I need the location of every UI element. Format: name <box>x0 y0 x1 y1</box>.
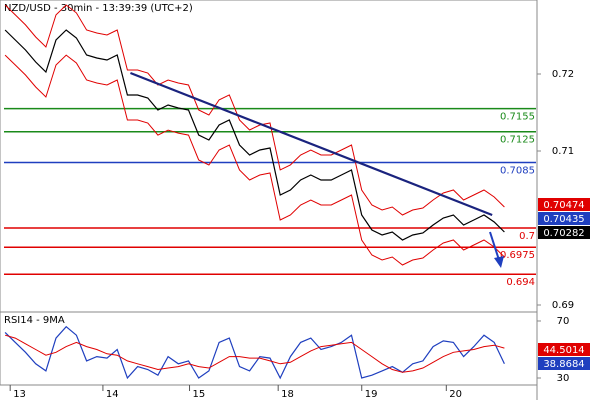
y-tick-label: 70 <box>557 316 570 327</box>
series-line <box>4 334 505 373</box>
level-label: 0.7085 <box>500 166 535 177</box>
price-box-label: 0.70435 <box>543 214 584 225</box>
series-line <box>4 29 505 241</box>
trend-line <box>130 71 493 217</box>
y-tick-label: 0.71 <box>552 146 574 157</box>
price-box <box>538 212 590 225</box>
price-box <box>538 357 590 370</box>
price-box <box>538 343 590 356</box>
x-tick-label: 19 <box>365 389 378 400</box>
price-box-label: 44.5014 <box>543 345 584 356</box>
x-tick-label: 18 <box>281 389 294 400</box>
level-label: 0.7125 <box>500 135 535 146</box>
rsi-panel <box>0 311 538 386</box>
price-box-label: 38.8684 <box>543 359 584 370</box>
y-tick-label: 0.72 <box>552 69 574 80</box>
y-tick-label: 30 <box>557 373 570 384</box>
arrow <box>489 231 500 261</box>
x-tick-label: 13 <box>13 389 26 400</box>
level-label: 0.7155 <box>500 112 535 123</box>
level-label: 0.7 <box>519 231 535 242</box>
arrow-head <box>494 256 504 268</box>
series-line <box>4 54 505 266</box>
series-line <box>4 4 505 216</box>
y-tick-label: 0.69 <box>552 300 574 311</box>
chart-title: NZD/USD - 30min - 13:39:39 (UTC+2) <box>4 3 193 14</box>
x-tick-label: 20 <box>449 389 462 400</box>
level-label: 0.694 <box>506 277 535 288</box>
price-box <box>538 198 590 211</box>
price-box-label: 0.70282 <box>543 228 584 239</box>
price-panel <box>0 0 538 313</box>
x-tick-label: 14 <box>106 389 119 400</box>
level-label: 0.6975 <box>500 250 535 261</box>
price-box <box>538 226 590 239</box>
series-line <box>4 325 505 380</box>
panel-title: RSI14 - 9MA <box>4 315 65 326</box>
x-tick-label: 15 <box>193 389 206 400</box>
price-box-label: 0.70474 <box>543 200 584 211</box>
